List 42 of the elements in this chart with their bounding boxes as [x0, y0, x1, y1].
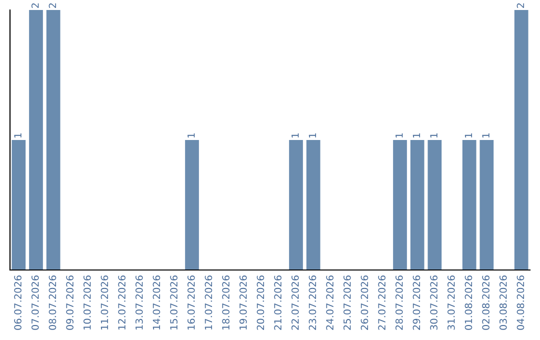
x-tick-label: 19.07.2026 [239, 275, 247, 330]
data-label: 1 [396, 133, 403, 138]
data-label: 2 [31, 3, 39, 8]
data-label: 1 [292, 133, 299, 138]
x-tick-label: 16.07.2026 [187, 275, 195, 330]
x-tick-label: 28.07.2026 [395, 275, 403, 330]
x-tick-label: 08.07.2026 [48, 275, 56, 330]
data-label: 2 [516, 3, 524, 8]
x-tick-label: 17.07.2026 [204, 275, 212, 330]
x-tick-label: 02.08.2026 [482, 275, 490, 330]
x-tick-label: 29.07.2026 [412, 275, 420, 330]
x-tick-label: 18.07.2026 [222, 275, 230, 330]
data-label: 1 [430, 133, 438, 138]
x-tick-label: 20.07.2026 [256, 275, 264, 330]
data-label: 1 [14, 133, 22, 138]
x-tick-label: 09.07.2026 [66, 275, 74, 330]
x-tick-label: 24.07.2026 [326, 275, 334, 330]
x-tick-label: 03.08.2026 [499, 275, 507, 330]
x-tick-label: 22.07.2026 [291, 275, 299, 330]
data-label: 1 [188, 133, 195, 138]
x-tick-label: 06.07.2026 [14, 275, 22, 330]
data-label: 1 [308, 133, 316, 138]
x-tick-label: 11.07.2026 [100, 275, 108, 330]
x-tick-label: 07.07.2026 [31, 275, 39, 330]
x-tick-label: 27.07.2026 [378, 275, 386, 330]
x-tick-label: 10.07.2026 [83, 275, 91, 330]
x-tick-label: 31.07.2026 [447, 275, 455, 330]
x-tick-label: 26.07.2026 [360, 275, 368, 330]
data-label: 1 [464, 133, 472, 138]
x-tick-label: 01.08.2026 [464, 275, 472, 330]
data-label: 1 [482, 133, 490, 138]
x-tick-label: 15.07.2026 [170, 275, 178, 330]
x-tick-label: 12.07.2026 [118, 275, 126, 330]
x-tick-label: 23.07.2026 [308, 275, 316, 330]
data-label: 1 [412, 133, 420, 138]
x-tick-label: 21.07.2026 [274, 275, 282, 330]
x-tick-label: 25.07.2026 [343, 275, 351, 330]
x-tick-label: 14.07.2026 [152, 275, 160, 330]
x-tick-label: 13.07.2026 [135, 275, 143, 330]
x-tick-label: 04.08.2026 [516, 275, 524, 330]
data-label: 2 [48, 3, 56, 8]
x-tick-label: 30.07.2026 [430, 275, 438, 330]
